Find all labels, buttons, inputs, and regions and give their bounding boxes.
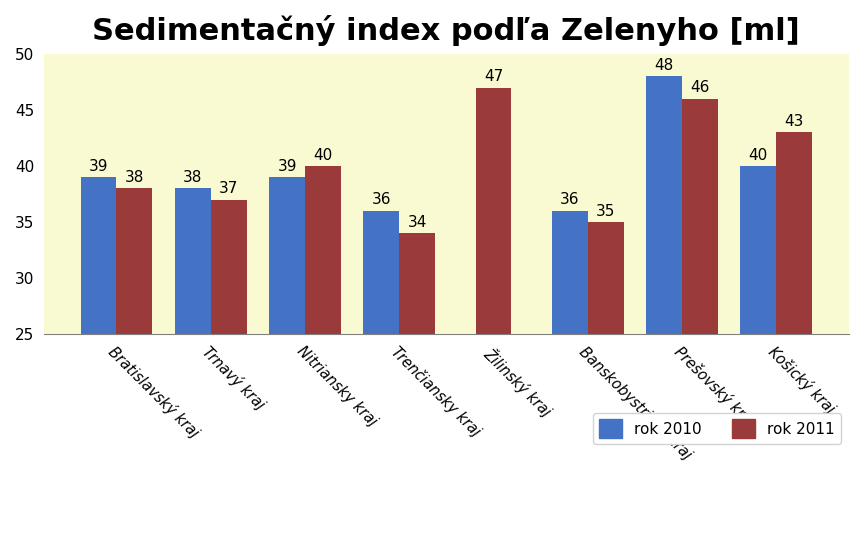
Bar (552, 211, 587, 334)
Text: 47: 47 (484, 69, 503, 84)
Text: 38: 38 (183, 170, 202, 185)
Bar (211, 199, 247, 334)
Bar (117, 189, 152, 334)
Bar (740, 166, 776, 334)
Text: 40: 40 (313, 148, 332, 162)
Bar (682, 99, 718, 334)
Bar (269, 177, 305, 334)
Text: 46: 46 (690, 80, 709, 95)
Text: 37: 37 (219, 181, 239, 196)
Bar (476, 88, 511, 334)
Text: 39: 39 (89, 159, 108, 174)
Bar (587, 222, 624, 334)
Bar (305, 166, 341, 334)
Text: 43: 43 (785, 114, 804, 129)
Bar (646, 76, 682, 334)
Bar (80, 177, 117, 334)
Text: 35: 35 (596, 204, 615, 219)
Text: 38: 38 (125, 170, 144, 185)
Text: 40: 40 (749, 148, 768, 162)
Text: 39: 39 (278, 159, 297, 174)
Title: Sedimentačný index podľa Zelenyho [ml]: Sedimentačný index podľa Zelenyho [ml] (93, 15, 800, 46)
Text: 34: 34 (407, 215, 426, 230)
Legend: rok 2010, rok 2011: rok 2010, rok 2011 (593, 413, 841, 444)
Bar (400, 233, 435, 334)
Bar (175, 189, 211, 334)
Bar (776, 132, 812, 334)
Bar (363, 211, 400, 334)
Text: 48: 48 (655, 58, 674, 73)
Text: 36: 36 (560, 192, 580, 208)
Text: 36: 36 (372, 192, 391, 208)
